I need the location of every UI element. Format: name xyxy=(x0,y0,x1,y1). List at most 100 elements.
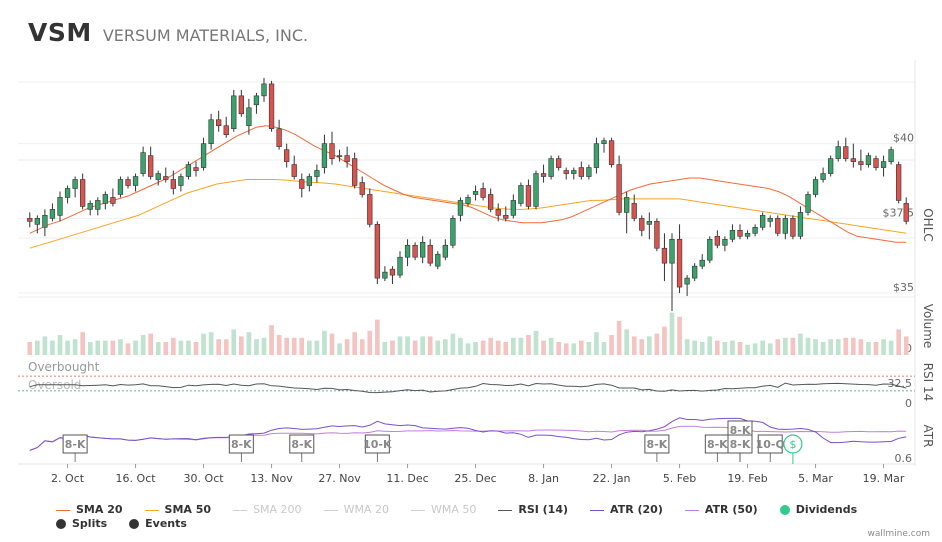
legend-swatch xyxy=(590,509,605,511)
volume-bar xyxy=(601,342,607,355)
legend-item-splits[interactable]: Splits xyxy=(56,517,107,531)
candle xyxy=(163,176,169,180)
candle xyxy=(782,218,788,234)
volume-bar xyxy=(322,330,327,355)
legend-label: ATR (20) xyxy=(610,503,663,516)
volume-bar xyxy=(828,339,834,355)
volume-bar xyxy=(412,340,418,355)
volume-bar xyxy=(276,335,282,355)
volume-bar xyxy=(850,337,856,355)
candle xyxy=(858,161,864,165)
legend-label: Events xyxy=(145,517,187,530)
legend-item-wma-20[interactable]: WMA 20 xyxy=(323,503,389,517)
rsi-line xyxy=(29,382,907,394)
candle xyxy=(850,158,856,162)
candle xyxy=(457,200,464,216)
legend-item-rsi-14[interactable]: RSI (14) xyxy=(498,503,568,517)
candle xyxy=(563,170,569,174)
candle xyxy=(767,218,773,222)
event-marker-label: 8-K xyxy=(707,438,728,451)
ticker-symbol: VSM xyxy=(28,18,92,47)
volume-bar xyxy=(65,340,70,355)
candle xyxy=(34,218,40,225)
volume-bar xyxy=(767,343,773,355)
legend-item-sma-20[interactable]: SMA 20 xyxy=(56,503,123,517)
candle xyxy=(865,155,872,165)
candle xyxy=(95,200,101,210)
volume-bar xyxy=(420,336,426,355)
legend-item-atr-50[interactable]: ATR (50) xyxy=(684,503,758,517)
legend-item-atr-20[interactable]: ATR (20) xyxy=(590,503,663,517)
candle xyxy=(472,191,479,195)
volume-bar xyxy=(805,337,811,355)
candle xyxy=(404,244,411,258)
legend-item-sma-200[interactable]: SMA 200 xyxy=(233,503,302,517)
candle xyxy=(49,209,56,219)
candle xyxy=(80,179,86,207)
volume-bar xyxy=(662,326,667,355)
atr20-line xyxy=(29,417,907,451)
volume-bar xyxy=(299,337,305,355)
legend-swatch xyxy=(56,509,70,511)
candle xyxy=(72,179,78,189)
candle xyxy=(760,215,766,228)
volume-bar xyxy=(208,332,214,355)
legend-item-events[interactable]: Events xyxy=(129,517,187,531)
candle xyxy=(578,167,584,177)
volume-bar xyxy=(442,339,448,355)
candle xyxy=(593,143,600,168)
candle xyxy=(601,140,607,144)
volume-bar xyxy=(306,340,312,355)
volume-bar xyxy=(835,339,841,355)
legend-item-sma-50[interactable]: SMA 50 xyxy=(144,503,212,517)
volume-bar xyxy=(374,319,380,355)
candle xyxy=(722,238,728,246)
event-marker-label: 10-K xyxy=(363,438,392,451)
candle xyxy=(639,218,645,231)
candle xyxy=(102,194,108,204)
y-tick-label: $37.5 xyxy=(883,206,915,219)
atr-tick: 0.6 xyxy=(895,452,913,465)
volume-bar xyxy=(344,339,350,355)
volume-bar xyxy=(458,337,463,355)
volume-bar xyxy=(646,336,652,355)
candle xyxy=(435,253,441,267)
candle xyxy=(87,203,93,210)
candle xyxy=(352,158,358,186)
stock-chart[interactable]: $35 $37.5 $40 OHLC Volume RSI 14 ATR 0 Overbough… xyxy=(0,0,942,500)
volume-bar xyxy=(578,340,584,355)
legend-item-wma-50[interactable]: WMA 50 xyxy=(410,503,476,517)
candle xyxy=(238,95,244,115)
candle xyxy=(314,170,320,177)
legend-label: SMA 200 xyxy=(253,503,302,516)
candle xyxy=(412,244,418,258)
x-tick-label: 30. Oct xyxy=(184,472,225,485)
candle xyxy=(193,167,199,171)
candle xyxy=(775,218,781,234)
legend-label: RSI (14) xyxy=(518,503,569,516)
volume-bar xyxy=(548,337,554,355)
volume-bar xyxy=(125,343,131,355)
pane-label-rsi: RSI 14 xyxy=(921,363,935,402)
candle xyxy=(42,215,48,228)
volume-bar xyxy=(782,337,788,355)
candle xyxy=(389,268,396,276)
candle xyxy=(223,125,229,135)
candle xyxy=(729,230,736,240)
volume-bar xyxy=(178,340,184,355)
volume-bar xyxy=(752,343,758,355)
volume-bar xyxy=(450,333,456,355)
volume-bar xyxy=(699,342,705,355)
legend-item-dividends[interactable]: Dividends xyxy=(779,503,857,517)
x-tick-label: 2. Oct xyxy=(51,472,85,485)
candle xyxy=(200,143,207,168)
candle xyxy=(450,218,456,246)
volume-bar xyxy=(896,329,902,355)
y-tick-label: $35 xyxy=(893,281,914,294)
volume-bar xyxy=(186,340,191,355)
volume-bar xyxy=(465,343,471,355)
legend-label: SMA 50 xyxy=(164,503,212,516)
event-marker-label: 8-K xyxy=(647,438,668,451)
volume-bar xyxy=(677,316,682,355)
candle xyxy=(155,173,161,180)
